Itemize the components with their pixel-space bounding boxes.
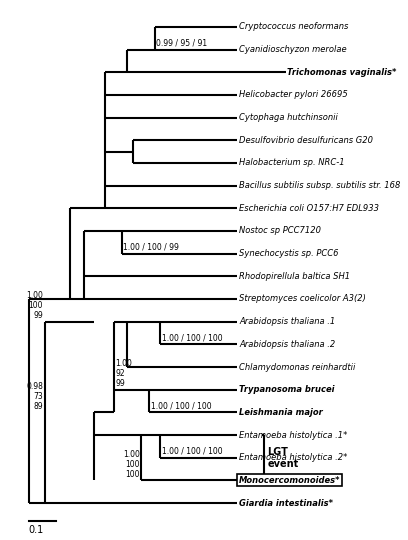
Text: Rhodopirellula baltica SH1: Rhodopirellula baltica SH1	[239, 272, 350, 281]
Text: 1.00
92
99: 1.00 92 99	[115, 360, 132, 388]
Text: Helicobacter pylori 26695: Helicobacter pylori 26695	[239, 90, 348, 99]
Text: Streptomyces coelicolor A3(2): Streptomyces coelicolor A3(2)	[239, 294, 366, 303]
Text: Leishmania major: Leishmania major	[239, 408, 323, 417]
Text: Cyanidioschyzon merolae: Cyanidioschyzon merolae	[239, 45, 347, 54]
Text: Trypanosoma brucei: Trypanosoma brucei	[239, 385, 335, 394]
Text: Escherichia coli O157:H7 EDL933: Escherichia coli O157:H7 EDL933	[239, 204, 379, 213]
Text: Giardia intestinalis*: Giardia intestinalis*	[239, 498, 333, 508]
Text: Nostoc sp PCC7120: Nostoc sp PCC7120	[239, 226, 321, 235]
Text: 1.00
100
99: 1.00 100 99	[26, 292, 43, 320]
Text: Desulfovibrio desulfuricans G20: Desulfovibrio desulfuricans G20	[239, 136, 373, 145]
Text: 1.00 / 100 / 100: 1.00 / 100 / 100	[162, 334, 222, 342]
Text: 0.99 / 95 / 91: 0.99 / 95 / 91	[156, 39, 207, 48]
Text: Synechocystis sp. PCC6: Synechocystis sp. PCC6	[239, 249, 339, 258]
Text: 0.98
73
89: 0.98 73 89	[26, 382, 43, 410]
Text: Entamoeba histolytica .2*: Entamoeba histolytica .2*	[239, 453, 347, 462]
Text: Trichomonas vaginalis*: Trichomonas vaginalis*	[287, 68, 397, 77]
Text: Cryptococcus neoformans: Cryptococcus neoformans	[239, 22, 348, 31]
Text: Entamoeba histolytica .1*: Entamoeba histolytica .1*	[239, 430, 347, 440]
Text: 1.00 / 100 / 99: 1.00 / 100 / 99	[123, 243, 179, 252]
Text: Halobacterium sp. NRC-1: Halobacterium sp. NRC-1	[239, 158, 345, 167]
Text: 1.00 / 100 / 100: 1.00 / 100 / 100	[151, 402, 211, 410]
Text: Monocercomonoides*: Monocercomonoides*	[239, 476, 341, 485]
Text: Bacillus subtilis subsp. subtilis str. 168: Bacillus subtilis subsp. subtilis str. 1…	[239, 181, 400, 190]
Text: 1.00
100
100: 1.00 100 100	[123, 450, 140, 478]
Text: Cytophaga hutchinsonii: Cytophaga hutchinsonii	[239, 113, 338, 122]
Text: Arabidopsis thaliana .1: Arabidopsis thaliana .1	[239, 317, 335, 326]
Text: Arabidopsis thaliana .2: Arabidopsis thaliana .2	[239, 340, 335, 349]
Text: 1.00 / 100 / 100: 1.00 / 100 / 100	[162, 447, 222, 456]
Text: LGT
event: LGT event	[267, 447, 299, 469]
Text: Chlamydomonas reinhardtii: Chlamydomonas reinhardtii	[239, 362, 355, 372]
Text: 0.1: 0.1	[29, 525, 44, 535]
